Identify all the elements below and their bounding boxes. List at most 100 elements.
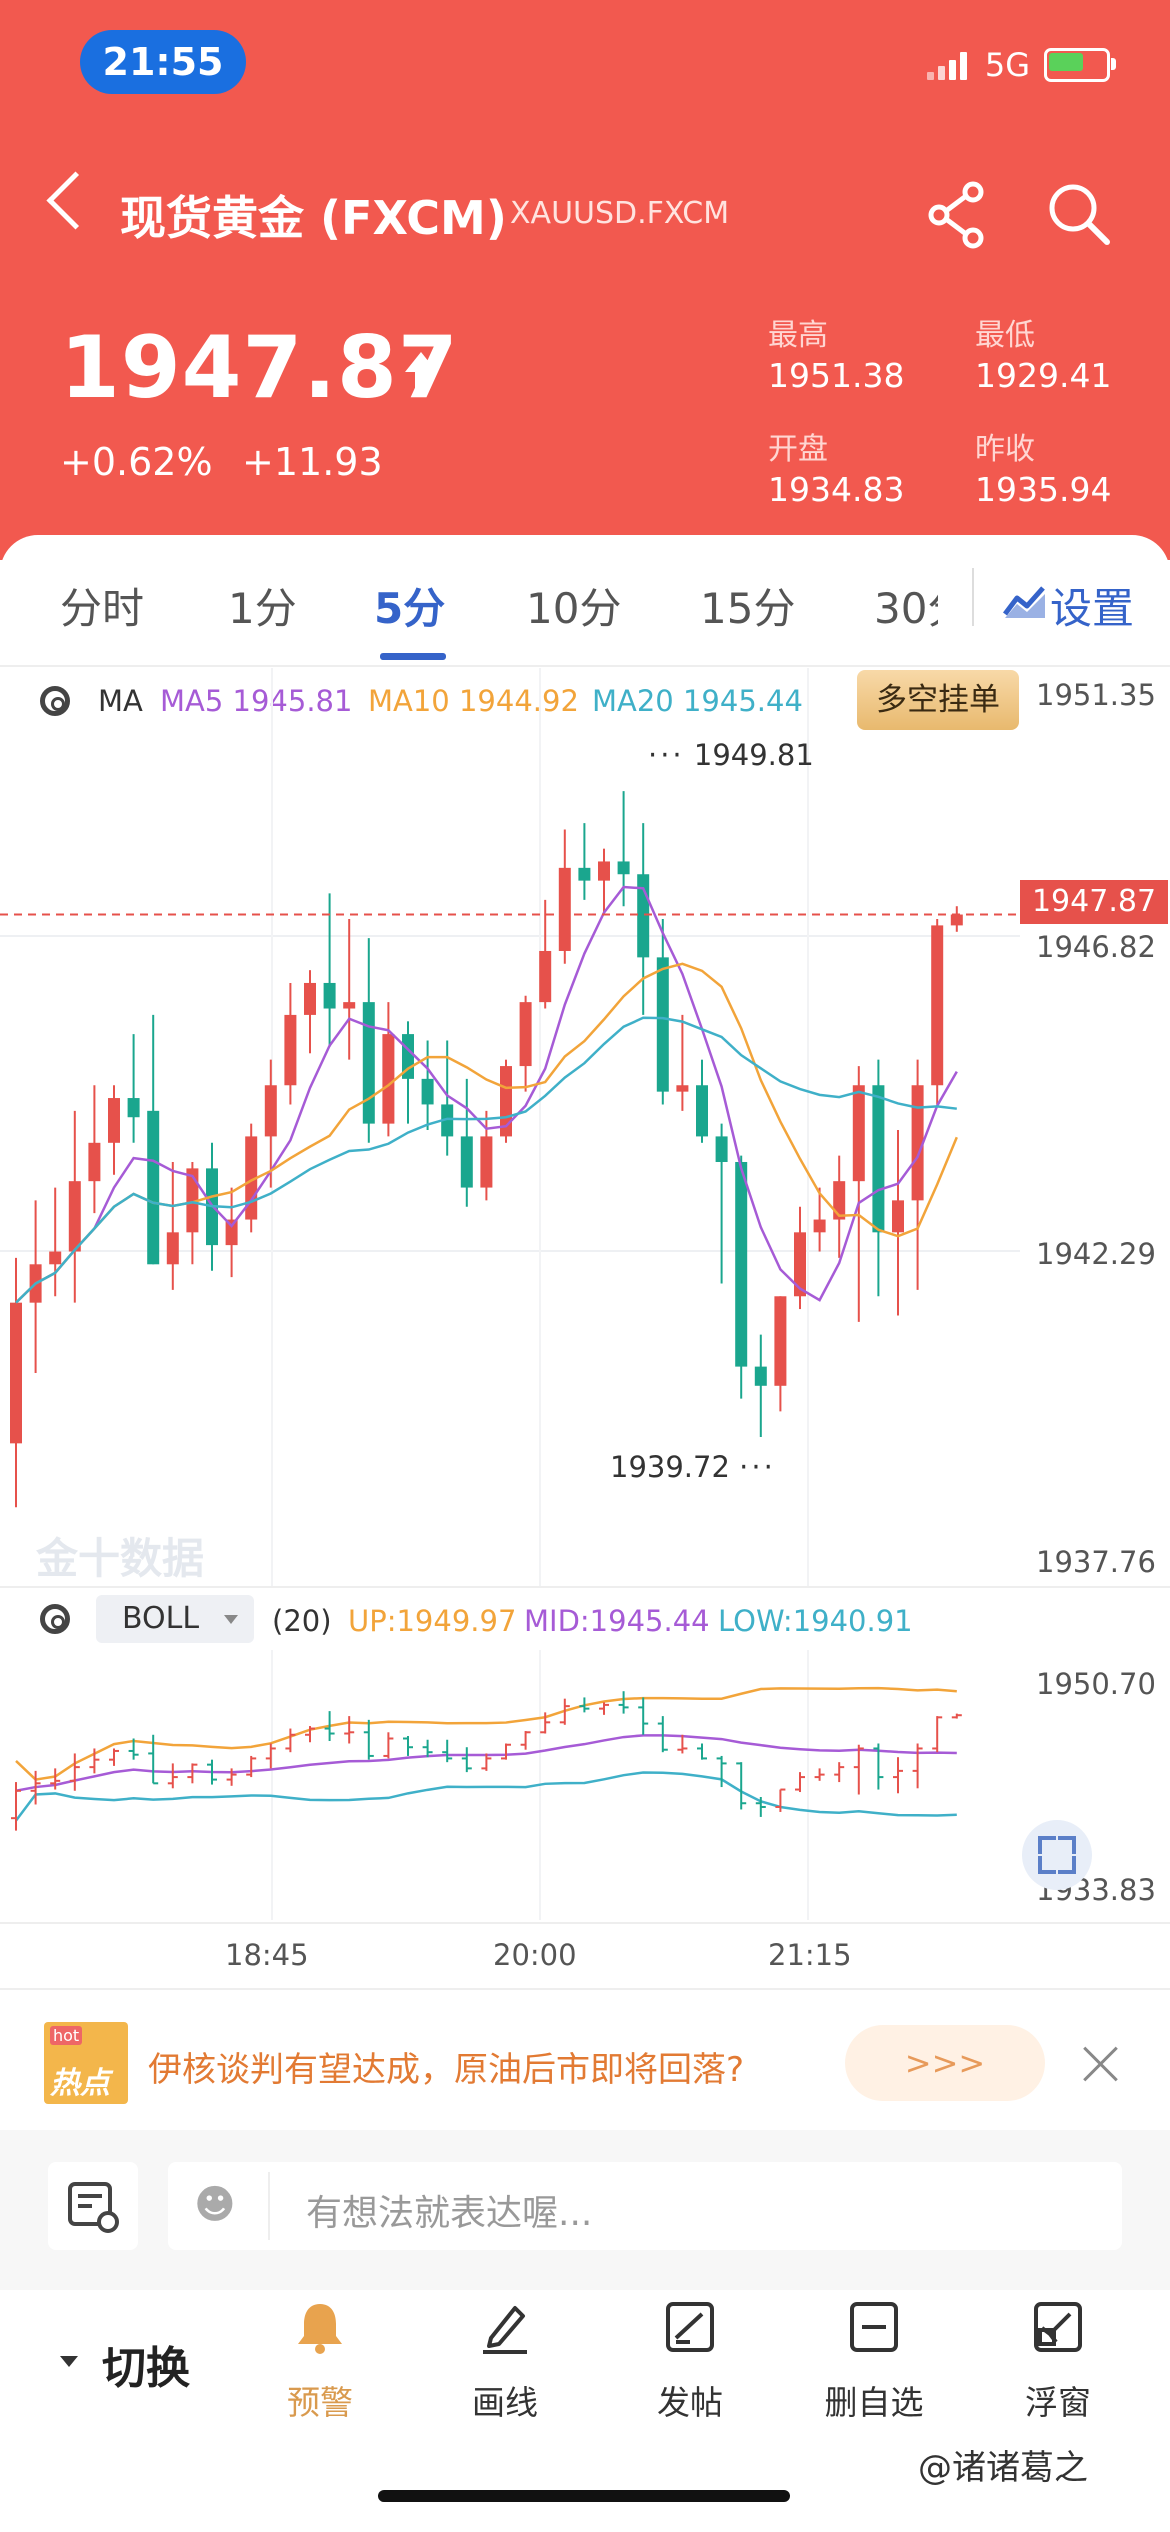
network-label: 5G <box>984 46 1030 84</box>
high-marker-value: 1949.81 <box>693 738 814 772</box>
candle-body <box>833 1181 846 1220</box>
boll-low-line <box>14 1771 957 1822</box>
ma10-value: MA10 1944.92 <box>368 684 579 718</box>
minus-square-icon <box>850 2302 898 2352</box>
candle-body <box>911 1085 924 1201</box>
price-up-icon <box>405 352 437 372</box>
y-axis-label: 1951.35 <box>1036 678 1156 712</box>
boll-axis-label: 1950.70 <box>1036 1667 1156 1701</box>
news-headline[interactable]: 伊核谈判有望达成，原油后市即将回落? <box>148 2050 745 2090</box>
nav-remove-watchlist-label: 删自选 <box>824 2383 924 2422</box>
candle-body <box>500 1066 512 1137</box>
candle-body <box>931 925 944 1086</box>
candle-body <box>88 1142 101 1182</box>
open-value: 1934.83 <box>768 470 905 509</box>
nav-remove-watchlist[interactable]: 删自选 <box>814 2300 934 2424</box>
candle-body <box>892 1200 904 1233</box>
tab-10min[interactable]: 10分 <box>526 584 622 633</box>
chart-settings-icon[interactable] <box>1003 584 1047 620</box>
candle-body <box>284 1014 297 1086</box>
nav-post-label: 发帖 <box>657 2383 723 2422</box>
tab-1min[interactable]: 1分 <box>228 584 297 633</box>
candle-body <box>598 861 610 881</box>
time-axis-divider <box>0 1922 1170 1924</box>
y-axis-label: 1946.82 <box>1036 930 1156 964</box>
switch-button[interactable]: 切换 <box>102 2343 190 2394</box>
nav-draw[interactable]: 画线 <box>445 2300 565 2424</box>
boll-up: UP:1949.97 <box>348 1604 517 1638</box>
ma5-value: MA5 1945.81 <box>160 684 353 718</box>
settings-button[interactable]: 设置 <box>1050 584 1135 633</box>
search-icon[interactable] <box>1045 180 1115 250</box>
boll-chart[interactable] <box>0 1650 1170 1920</box>
low-value: 1929.41 <box>975 356 1112 395</box>
prev-close-value: 1935.94 <box>975 470 1112 509</box>
candle-body <box>696 1085 708 1137</box>
comment-input[interactable]: ☻ 有想法就表达喔... <box>168 2162 1122 2250</box>
status-bar-right: 5G <box>926 40 1116 90</box>
boll-period: (20) <box>272 1604 332 1638</box>
hot-badge-icon: hot 热点 <box>44 2022 128 2104</box>
chart-bottom-divider <box>0 1988 1170 1990</box>
tab-timeshare[interactable]: 分时 <box>60 584 145 633</box>
long-short-order-button[interactable]: 多空挂单 <box>857 670 1019 730</box>
high-marker-label: ··· 1949.81 <box>648 738 814 772</box>
hot-badge-text: 热点 <box>50 2066 110 2101</box>
y-axis-label: 1937.76 <box>1036 1545 1156 1579</box>
candle-body <box>656 957 669 1092</box>
status-time: 21:55 <box>80 30 246 94</box>
news-more-button[interactable]: >>> <box>845 2025 1045 2101</box>
open-label: 开盘 <box>768 432 828 467</box>
switch-caret-icon <box>60 2356 78 2367</box>
candle-body <box>519 1002 532 1067</box>
low-marker-value: 1939.72 <box>610 1450 730 1484</box>
candle-body <box>617 861 630 875</box>
candle-body <box>735 1161 748 1367</box>
boll-settings-icon[interactable] <box>40 1604 70 1634</box>
candle-body <box>872 1085 885 1233</box>
candle-body <box>421 1078 434 1105</box>
candle-body <box>813 1219 826 1233</box>
candle-body <box>578 867 591 881</box>
nav-alert[interactable]: 预警 <box>260 2300 380 2424</box>
share-icon[interactable] <box>925 180 995 250</box>
candle-body <box>715 1136 728 1162</box>
candle-body <box>460 1136 473 1188</box>
time-label: 21:15 <box>768 1938 852 1972</box>
candle-body <box>754 1366 767 1386</box>
signal-icon <box>926 50 971 80</box>
nav-float-window-label: 浮窗 <box>1025 2383 1091 2422</box>
emoji-icon[interactable]: ☻ <box>194 2182 236 2228</box>
candle-body <box>794 1232 806 1297</box>
battery-icon <box>1044 48 1116 82</box>
candle-body <box>323 982 336 1009</box>
boll-mid: MID:1945.44 <box>524 1604 710 1638</box>
tab-15min[interactable]: 15分 <box>700 584 796 633</box>
notes-button[interactable] <box>48 2162 138 2250</box>
nav-float-window[interactable]: 浮窗 <box>998 2300 1118 2424</box>
candlestick-chart[interactable] <box>0 668 1170 1588</box>
candle-body <box>166 1232 179 1265</box>
ma-label: MA <box>98 684 143 718</box>
candle-body <box>774 1296 787 1386</box>
tab-divider <box>972 568 974 626</box>
candle-body <box>127 1098 140 1118</box>
close-icon[interactable] <box>1082 2045 1120 2083</box>
home-indicator[interactable] <box>378 2490 790 2502</box>
user-watermark: @诸诸葛之 <box>918 2448 1088 2488</box>
pen-icon <box>483 2306 527 2354</box>
nav-post[interactable]: 发帖 <box>630 2300 750 2424</box>
candle-body <box>950 914 963 926</box>
time-label: 18:45 <box>225 1938 309 1972</box>
nav-alert-label: 预警 <box>287 2383 353 2422</box>
indicator-select[interactable]: BOLL <box>96 1595 254 1643</box>
ma-settings-icon[interactable] <box>40 686 70 716</box>
period-tabs <box>0 535 1170 665</box>
tab-5min[interactable]: 5分 <box>374 584 446 633</box>
candle-body <box>558 867 571 951</box>
low-label: 最低 <box>975 318 1035 353</box>
page-title: 现货黄金 (FXCM) <box>120 191 507 245</box>
fullscreen-icon[interactable] <box>1022 1820 1092 1890</box>
candle-body <box>186 1168 199 1233</box>
tab-30min[interactable]: 30分 <box>874 584 938 633</box>
